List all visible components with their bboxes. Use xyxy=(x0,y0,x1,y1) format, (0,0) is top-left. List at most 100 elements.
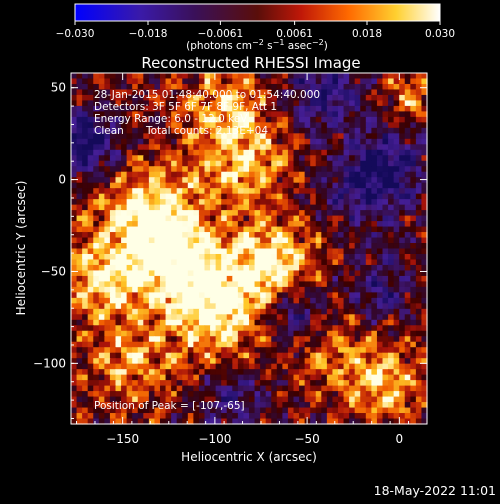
heatmap-cell xyxy=(76,127,83,134)
heatmap-cell xyxy=(410,221,417,228)
heatmap-cell xyxy=(415,116,423,123)
annotation-detectors: Detectors: 3F 5F 6F 7F 8F 9F, Att 1 xyxy=(94,101,277,113)
heatmap-cell xyxy=(271,89,278,96)
heatmap-cell xyxy=(315,358,322,365)
heatmap-cell xyxy=(198,391,206,398)
heatmap-cell xyxy=(137,73,144,80)
heatmap-cell xyxy=(109,363,117,370)
heatmap-cell xyxy=(148,347,156,354)
heatmap-cell xyxy=(171,221,178,228)
heatmap-cell xyxy=(421,166,428,173)
heatmap-cell xyxy=(421,352,428,359)
heatmap-cell xyxy=(204,78,211,85)
heatmap-cell xyxy=(371,144,378,151)
heatmap-cell xyxy=(237,391,245,398)
heatmap-cell xyxy=(210,275,217,282)
heatmap-cell xyxy=(182,105,189,112)
heatmap-cell xyxy=(260,73,267,80)
heatmap-cell xyxy=(249,380,256,387)
heatmap-cell xyxy=(126,127,133,134)
heatmap-cell xyxy=(265,281,272,288)
heatmap-cell xyxy=(271,319,278,326)
heatmap-cell xyxy=(304,100,311,107)
heatmap-cell xyxy=(304,89,311,96)
heatmap-cell xyxy=(71,177,78,184)
heatmap-cell xyxy=(249,369,256,376)
heatmap-cell xyxy=(365,281,372,288)
heatmap-cell xyxy=(287,215,295,222)
heatmap-cell xyxy=(349,314,356,321)
heatmap-cell xyxy=(254,111,261,118)
heatmap-cell xyxy=(198,358,206,365)
heatmap-cell xyxy=(148,407,156,414)
heatmap-cell xyxy=(371,149,378,156)
heatmap-cell xyxy=(98,188,105,195)
heatmap-cell xyxy=(410,418,417,425)
heatmap-cell xyxy=(421,253,428,261)
heatmap-cell xyxy=(371,363,378,370)
heatmap-cell xyxy=(410,281,417,288)
heatmap-cell xyxy=(276,413,283,420)
heatmap-cell xyxy=(393,352,400,359)
heatmap-cell xyxy=(171,308,178,315)
heatmap-cell xyxy=(187,275,194,282)
heatmap-cell xyxy=(165,330,172,337)
heatmap-cell xyxy=(71,105,78,112)
heatmap-cell xyxy=(132,166,139,173)
heatmap-cell xyxy=(293,363,300,370)
heatmap-cell xyxy=(165,402,172,409)
heatmap-cell xyxy=(165,253,172,261)
heatmap-cell xyxy=(276,111,283,118)
heatmap-cell xyxy=(382,292,389,299)
heatmap-cell xyxy=(137,396,144,403)
heatmap-cell xyxy=(132,281,139,288)
heatmap-cell xyxy=(310,243,317,250)
heatmap-cell xyxy=(249,385,256,392)
heatmap-cell xyxy=(171,418,178,425)
heatmap-cell xyxy=(98,89,105,96)
heatmap-cell xyxy=(321,243,328,250)
heatmap-cell xyxy=(276,138,283,145)
heatmap-cell xyxy=(160,248,167,255)
heatmap-cell xyxy=(293,127,300,134)
heatmap-cell xyxy=(182,138,189,145)
heatmap-cell xyxy=(93,127,100,134)
heatmap-cell xyxy=(271,100,278,107)
heatmap-cell xyxy=(326,199,334,206)
heatmap-cell xyxy=(365,248,372,255)
heatmap-cell xyxy=(121,155,128,162)
heatmap-cell xyxy=(143,215,150,222)
heatmap-cell xyxy=(365,358,372,365)
heatmap-cell xyxy=(143,380,150,387)
heatmap-cell xyxy=(121,303,128,310)
heatmap-cell xyxy=(198,325,206,332)
heatmap-cell xyxy=(287,237,295,244)
heatmap-cell xyxy=(310,352,317,359)
heatmap-cell xyxy=(176,385,183,392)
heatmap-cell xyxy=(382,177,389,184)
heatmap-cell xyxy=(198,253,206,261)
heatmap-cell xyxy=(304,303,311,310)
heatmap-cell xyxy=(338,369,345,376)
heatmap-cell xyxy=(282,292,289,299)
heatmap-cell xyxy=(304,275,311,282)
heatmap-cell xyxy=(310,105,317,112)
heatmap-cell xyxy=(315,347,322,354)
heatmap-cell xyxy=(415,308,423,315)
heatmap-cell xyxy=(148,199,156,206)
heatmap-cell xyxy=(121,199,128,206)
heatmap-cell xyxy=(271,166,278,173)
heatmap-cell xyxy=(310,182,317,189)
heatmap-cell xyxy=(410,127,417,134)
heatmap-cell xyxy=(93,210,100,217)
heatmap-cell xyxy=(410,177,417,184)
heatmap-cell xyxy=(187,325,194,332)
heatmap-cell xyxy=(215,138,222,145)
heatmap-cell xyxy=(137,127,144,134)
heatmap-cell xyxy=(371,155,378,162)
heatmap-cell xyxy=(271,193,278,200)
heatmap-cell xyxy=(254,248,261,255)
heatmap-cell xyxy=(315,380,322,387)
heatmap-cell xyxy=(293,336,300,343)
heatmap-cell xyxy=(399,73,406,80)
